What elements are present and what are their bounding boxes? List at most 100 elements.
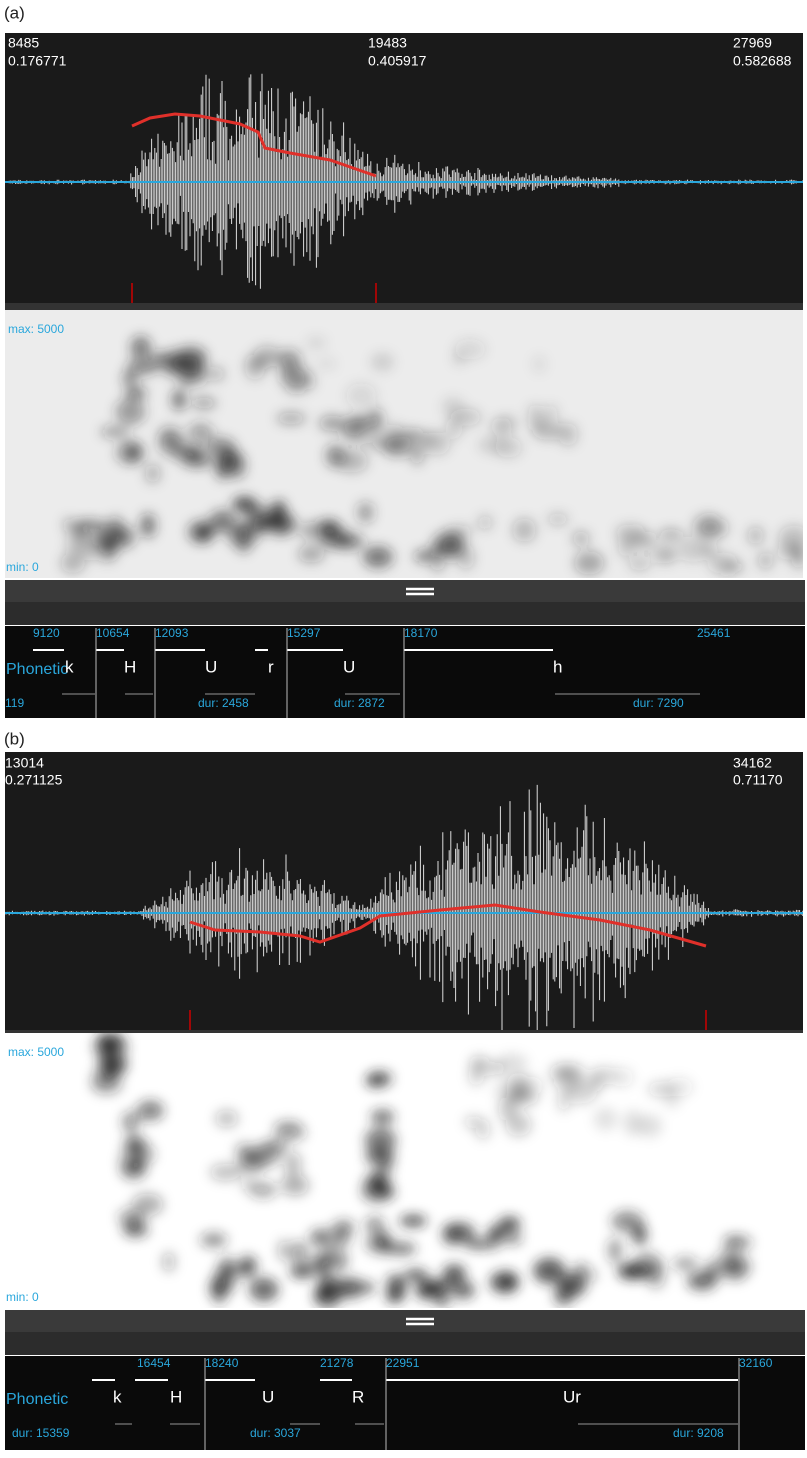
energy	[371, 1110, 394, 1125]
energy	[431, 549, 445, 571]
energy	[285, 1151, 302, 1177]
segment-label: U	[205, 657, 217, 676]
waveform-label: 27969	[733, 35, 772, 51]
waveform-label: 13014	[5, 755, 44, 771]
energy	[659, 529, 683, 541]
energy	[316, 358, 336, 369]
energy	[693, 514, 721, 538]
energy	[347, 429, 377, 444]
energy	[608, 1238, 622, 1263]
energy	[251, 1142, 281, 1165]
energy	[137, 1100, 164, 1120]
energy	[145, 464, 160, 483]
energy	[89, 536, 111, 546]
separator	[5, 580, 805, 602]
energy	[333, 1220, 355, 1234]
energy	[405, 1269, 428, 1281]
energy	[290, 1265, 315, 1278]
energy	[386, 1291, 403, 1302]
energy	[445, 525, 473, 537]
energy	[369, 1071, 393, 1086]
segment-label: R	[352, 1387, 364, 1406]
energy	[415, 550, 433, 561]
boundary-label: 32160	[739, 1356, 773, 1370]
energy	[673, 1257, 698, 1271]
separator-lower	[5, 1332, 805, 1355]
energy	[390, 435, 409, 446]
energy	[223, 447, 236, 465]
tier-name: Phonetic	[6, 661, 68, 678]
energy	[494, 1081, 526, 1101]
energy	[275, 351, 298, 366]
energy	[213, 1268, 236, 1293]
energy	[115, 399, 145, 425]
energy	[128, 443, 141, 463]
energy	[433, 1281, 454, 1292]
energy	[589, 1071, 604, 1092]
segment-label: U	[262, 1387, 274, 1406]
boundary-label: 25461	[697, 626, 731, 640]
energy	[791, 545, 806, 568]
energy	[723, 1235, 742, 1248]
energy	[443, 1265, 466, 1284]
boundary-label: 18170	[404, 626, 438, 640]
energy	[319, 416, 346, 431]
energy	[278, 1240, 290, 1261]
energy	[309, 1229, 328, 1244]
tier-name: Phonetic	[6, 1391, 68, 1408]
energy	[172, 389, 185, 410]
energy	[513, 518, 536, 542]
energy	[127, 1135, 139, 1154]
energy	[440, 543, 460, 555]
spectrogram-min: min: 0	[6, 1290, 39, 1304]
energy	[758, 552, 773, 569]
energy	[188, 423, 213, 442]
energy	[290, 1241, 308, 1266]
energy	[273, 507, 288, 529]
energy	[132, 1194, 163, 1216]
energy	[61, 553, 85, 573]
energy	[442, 1223, 463, 1245]
energy	[158, 426, 182, 444]
energy	[125, 1218, 144, 1235]
energy	[127, 359, 158, 374]
energy	[298, 545, 324, 562]
energy	[554, 1284, 573, 1306]
duration-label: 119	[5, 696, 24, 710]
energy	[276, 412, 306, 424]
energy	[249, 1277, 278, 1301]
separator	[5, 1310, 805, 1332]
waveform-label: 0.176771	[8, 53, 67, 69]
figure: (a)84850.176771194830.405917279690.58268…	[0, 0, 807, 1453]
energy	[400, 1215, 427, 1226]
energy	[720, 562, 744, 573]
energy	[125, 387, 146, 400]
energy	[122, 372, 137, 386]
energy	[547, 513, 569, 525]
energy	[376, 1231, 391, 1251]
energy	[162, 1252, 175, 1272]
separator-lower	[5, 602, 805, 625]
waveform-bg	[5, 33, 805, 303]
segment-label: H	[124, 657, 136, 676]
waveform-label: 34162	[733, 755, 772, 771]
energy	[370, 352, 394, 371]
segment-label: k	[113, 1387, 122, 1406]
energy	[504, 1232, 522, 1245]
energy	[176, 370, 208, 386]
panel: (a)84850.176771194830.405917279690.58268…	[4, 3, 807, 718]
waveform-label: 8485	[8, 35, 39, 51]
energy	[533, 421, 564, 440]
waveform-label: 0.582688	[733, 53, 792, 69]
waveform-label: 0.271125	[5, 772, 63, 788]
energy	[687, 1272, 716, 1290]
energy	[341, 1278, 363, 1299]
boundary-label: 10654	[96, 626, 130, 640]
energy	[363, 546, 393, 568]
energy	[349, 415, 368, 428]
energy	[130, 1162, 146, 1173]
energy	[633, 1224, 647, 1244]
energy	[192, 397, 217, 409]
energy	[102, 1051, 127, 1075]
segment-label: k	[65, 657, 74, 676]
